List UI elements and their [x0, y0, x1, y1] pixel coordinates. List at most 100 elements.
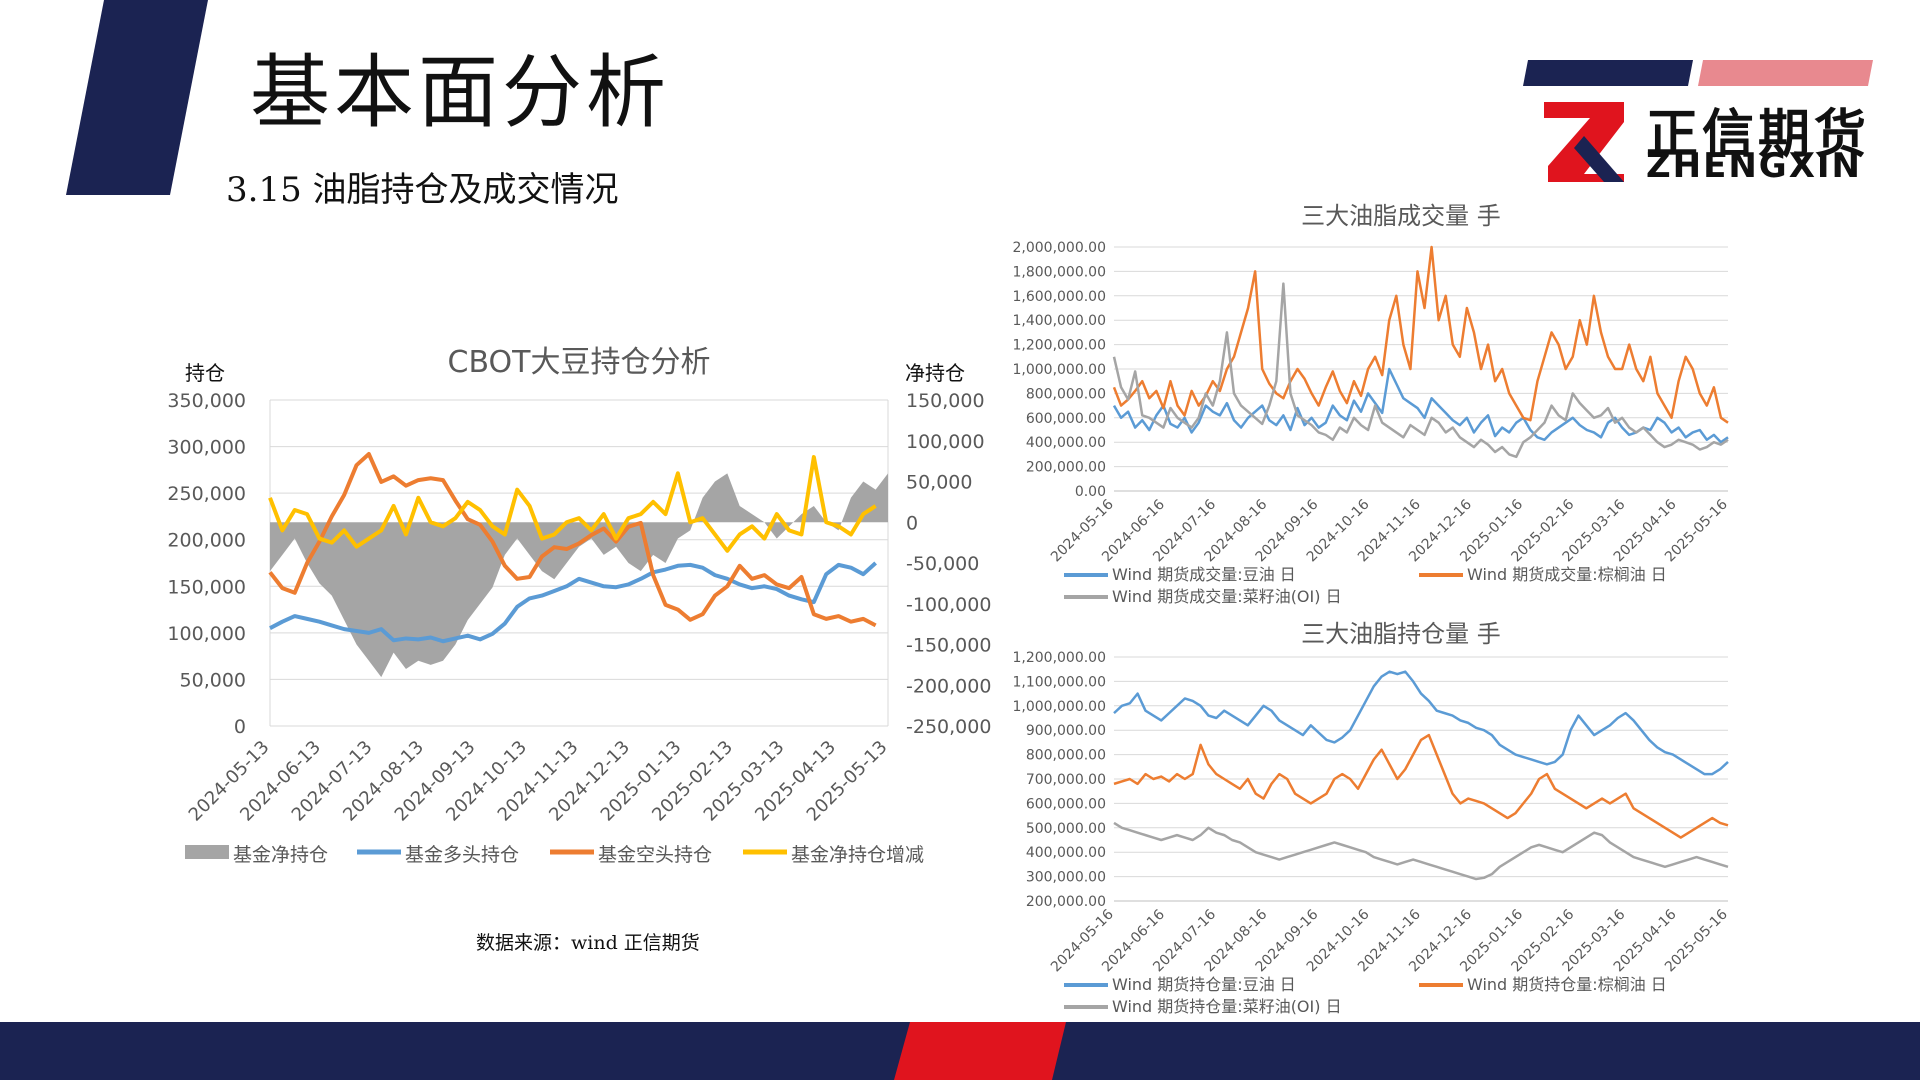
x-tick-label: 2024-10-13: [442, 737, 531, 826]
y-tick-label-left: 250,000: [167, 483, 246, 505]
y-tick-label: 200,000.00: [1026, 460, 1106, 476]
legend-label: 基金净持仓增减: [791, 844, 924, 866]
x-tick-label: 2025-05-16: [1662, 906, 1731, 975]
y-tick-label: 400,000.00: [1026, 845, 1106, 861]
x-tick-label: 2024-07-16: [1150, 906, 1219, 975]
y-tick-label: 1,000,000.00: [1012, 362, 1106, 378]
x-tick-label: 2025-01-16: [1457, 496, 1526, 565]
y-tick-label: 1,200,000.00: [1012, 650, 1106, 666]
y-tick-label: 400,000.00: [1026, 435, 1106, 451]
series-line-Wind 期货持仓量:豆油 日: [1113, 670, 1729, 776]
x-tick-label: 2025-03-13: [700, 737, 789, 826]
y-tick-label-right: 0: [906, 512, 918, 534]
y-tick-label-right: -150,000: [906, 635, 991, 657]
chart-title: CBOT大豆持仓分析: [448, 345, 711, 380]
logo-bars: [1523, 60, 1873, 86]
y-axis-label-left: 持仓: [185, 361, 225, 385]
y-tick-label: 800,000.00: [1026, 748, 1106, 764]
y-axis-label-right: 净持仓: [905, 361, 965, 385]
y-tick-label-right: -250,000: [906, 716, 991, 738]
logo-z-icon: [1544, 102, 1624, 182]
header-parallelogram: [66, 0, 208, 195]
x-tick-label: 2025-03-16: [1560, 906, 1629, 975]
x-tick-label: 2024-08-16: [1201, 496, 1270, 565]
y-tick-label-right: 150,000: [906, 390, 985, 412]
x-tick-label: 2024-11-13: [494, 737, 583, 826]
x-tick-label: 2025-04-16: [1611, 496, 1680, 565]
y-tick-label: 600,000.00: [1026, 796, 1106, 812]
x-tick-label: 2024-10-16: [1304, 906, 1373, 975]
y-tick-label: 1,400,000.00: [1012, 313, 1106, 329]
data-source-note: 数据来源：wind 正信期货: [476, 932, 700, 954]
x-tick-label: 2025-02-13: [648, 737, 737, 826]
legend-label: 基金空头持仓: [598, 844, 712, 866]
chart-title: 三大油脂成交量 手: [1301, 202, 1501, 230]
x-tick-label: 2024-09-16: [1253, 496, 1322, 565]
x-tick-label: 2024-12-13: [545, 737, 634, 826]
legend-label: 基金多头持仓: [405, 844, 519, 866]
footer-bar: [0, 1022, 1920, 1080]
y-tick-label-left: 300,000: [167, 437, 246, 459]
x-tick-label: 2024-11-16: [1355, 906, 1424, 975]
y-tick-label: 1,100,000.00: [1012, 674, 1106, 690]
y-tick-label: 1,200,000.00: [1012, 338, 1106, 354]
x-tick-label: 2024-08-16: [1201, 906, 1270, 975]
y-tick-label-right: -50,000: [906, 553, 979, 575]
x-tick-label: 2024-06-16: [1099, 496, 1168, 565]
x-tick-label: 2025-02-16: [1508, 496, 1577, 565]
x-tick-label: 2024-11-16: [1355, 496, 1424, 565]
x-tick-label: 2024-09-13: [391, 737, 480, 826]
section-subtitle: 3.15 油脂持仓及成交情况: [226, 170, 619, 210]
y-tick-label-right: 100,000: [906, 431, 985, 453]
legend-label: 基金净持仓: [233, 844, 328, 866]
legend-label: Wind 期货持仓量:菜籽油(OI) 日: [1112, 997, 1342, 1016]
x-tick-label: 2024-08-13: [339, 737, 428, 826]
y-tick-label-right: -100,000: [906, 594, 991, 616]
x-tick-label: 2024-05-16: [1048, 496, 1117, 565]
x-tick-label: 2024-05-16: [1048, 906, 1117, 975]
y-tick-label: 600,000.00: [1026, 411, 1106, 427]
legend-label: Wind 期货持仓量:豆油 日: [1112, 975, 1296, 994]
y-tick-label-left: 50,000: [180, 669, 246, 691]
x-tick-label: 2024-12-16: [1406, 496, 1475, 565]
y-tick-label-left: 200,000: [167, 530, 246, 552]
x-tick-label: 2024-06-16: [1099, 906, 1168, 975]
y-tick-label: 1,000,000.00: [1012, 699, 1106, 715]
y-tick-label: 800,000.00: [1026, 386, 1106, 402]
y-tick-label: 1,600,000.00: [1012, 289, 1106, 305]
y-tick-label: 500,000.00: [1026, 821, 1106, 837]
logo-text-en: ZHENGXIN: [1646, 146, 1863, 186]
legend-label: Wind 期货成交量:棕榈油 日: [1467, 565, 1667, 584]
series-line-基金空头持仓: [268, 452, 877, 628]
series-line-基金净持仓增减: [268, 455, 877, 553]
page-title: 基本面分析: [250, 46, 670, 139]
x-tick-label: 2025-05-16: [1662, 496, 1731, 565]
series-area-基金净持仓: [270, 473, 888, 678]
legend-label: Wind 期货持仓量:棕榈油 日: [1467, 975, 1667, 994]
y-tick-label: 300,000.00: [1026, 870, 1106, 886]
series-line-Wind 期货持仓量:棕榈油 日: [1113, 733, 1729, 839]
x-tick-label: 2024-07-16: [1150, 496, 1219, 565]
y-tick-label-right: -200,000: [906, 675, 991, 697]
x-tick-label: 2025-02-16: [1508, 906, 1577, 975]
x-tick-label: 2024-05-13: [185, 737, 274, 826]
x-tick-label: 2025-04-16: [1611, 906, 1680, 975]
legend-label: Wind 期货成交量:豆油 日: [1112, 565, 1296, 584]
x-tick-label: 2024-06-13: [236, 737, 325, 826]
y-tick-label-right: 50,000: [906, 472, 972, 494]
y-tick-label: 700,000.00: [1026, 772, 1106, 788]
x-tick-label: 2024-10-16: [1304, 496, 1373, 565]
legend-swatch: [185, 845, 229, 859]
y-tick-label-left: 350,000: [167, 390, 246, 412]
x-tick-label: 2025-01-16: [1457, 906, 1526, 975]
y-tick-label: 1,800,000.00: [1012, 264, 1106, 280]
y-tick-label: 0.00: [1075, 484, 1106, 500]
x-tick-label: 2025-01-13: [597, 737, 686, 826]
y-tick-label: 2,000,000.00: [1012, 240, 1106, 256]
series-line-基金多头持仓: [269, 561, 877, 644]
x-tick-label: 2025-03-16: [1560, 496, 1629, 565]
y-tick-label-left: 150,000: [167, 576, 246, 598]
x-tick-label: 2024-07-13: [288, 737, 377, 826]
y-tick-label-left: 100,000: [167, 623, 246, 645]
series-line-Wind 期货成交量:棕榈油 日: [1112, 245, 1729, 424]
